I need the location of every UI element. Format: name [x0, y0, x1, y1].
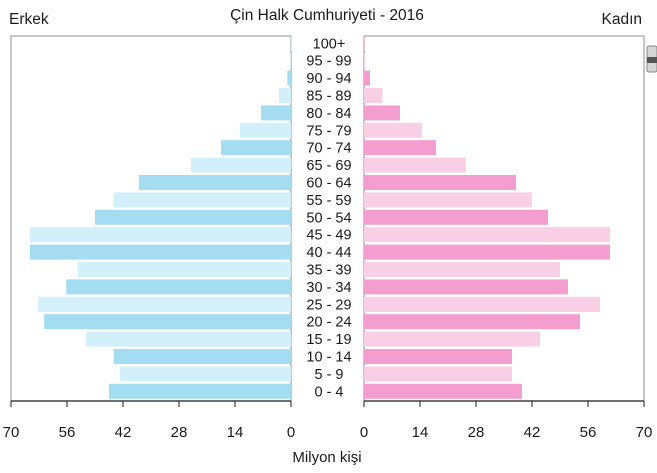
female-bar-90-94 — [364, 70, 370, 86]
female-x-tick-label: 0 — [360, 424, 368, 441]
age-group-label: 60 - 64 — [306, 176, 351, 192]
age-group-label: 40 - 44 — [306, 245, 351, 261]
chart-title: Çin Halk Cumhuriyeti - 2016 — [230, 7, 424, 24]
female-x-tick-label: 42 — [524, 424, 541, 441]
male-bar-70-74 — [221, 140, 291, 156]
male-x-tick-label: 14 — [227, 424, 244, 441]
female-bar-85-89 — [364, 88, 383, 103]
age-group-label: 5 - 9 — [314, 367, 343, 383]
male-bar-60-64 — [139, 175, 291, 190]
female-bar-100+ — [364, 35, 365, 51]
age-group-label: 0 - 4 — [314, 384, 343, 400]
female-bar-50-54 — [364, 209, 548, 225]
male-bar-5-9 — [119, 366, 291, 382]
female-bar-95-99 — [364, 53, 366, 69]
male-bar-50-54 — [95, 209, 291, 225]
age-group-label: 25 - 29 — [306, 297, 351, 313]
male-bar-80-84 — [261, 105, 291, 121]
male-bar-0-4 — [109, 383, 291, 399]
male-bar-40-44 — [29, 244, 292, 260]
female-bar-65-69 — [364, 157, 466, 173]
male-bar-95-99 — [290, 53, 291, 69]
age-group-label: 50 - 54 — [306, 210, 351, 226]
male-x-tick-label: 42 — [115, 424, 132, 441]
age-group-label: 20 - 24 — [306, 315, 351, 331]
pen-icon — [646, 45, 657, 73]
age-group-label: 80 - 84 — [306, 106, 351, 122]
female-bar-40-44 — [364, 244, 610, 260]
male-bar-35-39 — [77, 262, 291, 277]
age-group-label: 90 - 94 — [306, 71, 351, 87]
x-axis-ticks: 70 56 42 28 14 0 0 14 28 42 56 70 — [3, 401, 653, 441]
male-bar-90-94 — [287, 70, 291, 86]
male-bar-10-14 — [113, 349, 291, 364]
age-group-label: 95 - 99 — [306, 54, 351, 70]
x-axis-label: Milyon kişi — [292, 449, 361, 466]
female-label: Kadın — [601, 11, 642, 28]
female-bar-70-74 — [364, 140, 436, 156]
age-group-label: 35 - 39 — [306, 263, 351, 279]
female-bar-0-4 — [364, 383, 522, 399]
male-label: Erkek — [9, 11, 49, 28]
age-group-label: 15 - 19 — [306, 332, 351, 348]
female-bars — [364, 35, 610, 399]
age-group-label: 55 - 59 — [306, 193, 351, 209]
male-x-tick-label: 70 — [3, 424, 20, 441]
female-bar-60-64 — [364, 175, 516, 190]
female-bar-5-9 — [364, 366, 512, 382]
male-bar-25-29 — [38, 296, 292, 312]
female-bar-45-49 — [364, 227, 610, 243]
male-bar-20-24 — [44, 314, 292, 330]
male-bar-15-19 — [86, 331, 291, 347]
age-group-label: 10 - 14 — [306, 350, 351, 366]
female-bar-20-24 — [364, 314, 580, 330]
age-group-label: 70 - 74 — [306, 141, 351, 157]
male-bar-65-69 — [191, 157, 291, 173]
female-bar-55-59 — [364, 192, 532, 208]
female-bar-75-79 — [364, 122, 422, 138]
male-bar-85-89 — [279, 88, 291, 103]
female-bar-35-39 — [364, 262, 560, 277]
male-bar-100+ — [290, 35, 292, 51]
male-x-tick-label: 0 — [287, 424, 295, 441]
age-group-label: 65 - 69 — [306, 158, 351, 174]
age-group-label: 30 - 34 — [306, 280, 351, 296]
male-bar-45-49 — [29, 227, 292, 243]
female-x-tick-label: 28 — [468, 424, 485, 441]
age-group-label: 45 - 49 — [306, 228, 351, 244]
male-bars — [29, 35, 292, 399]
female-x-tick-label: 70 — [636, 424, 653, 441]
male-bar-30-34 — [66, 279, 291, 295]
male-x-tick-label: 28 — [171, 424, 188, 441]
female-x-tick-label: 56 — [580, 424, 597, 441]
age-group-label: 75 - 79 — [306, 123, 351, 139]
age-group-label: 85 - 89 — [306, 89, 351, 105]
male-bar-55-59 — [113, 192, 292, 208]
female-x-tick-label: 14 — [412, 424, 429, 441]
female-bar-10-14 — [364, 349, 512, 364]
age-group-label: 100+ — [313, 36, 346, 52]
female-bar-15-19 — [364, 331, 540, 347]
male-bar-75-79 — [239, 122, 291, 138]
female-bar-80-84 — [364, 105, 400, 121]
male-x-tick-label: 56 — [59, 424, 76, 441]
female-bar-30-34 — [364, 279, 568, 295]
female-bar-25-29 — [364, 296, 600, 312]
